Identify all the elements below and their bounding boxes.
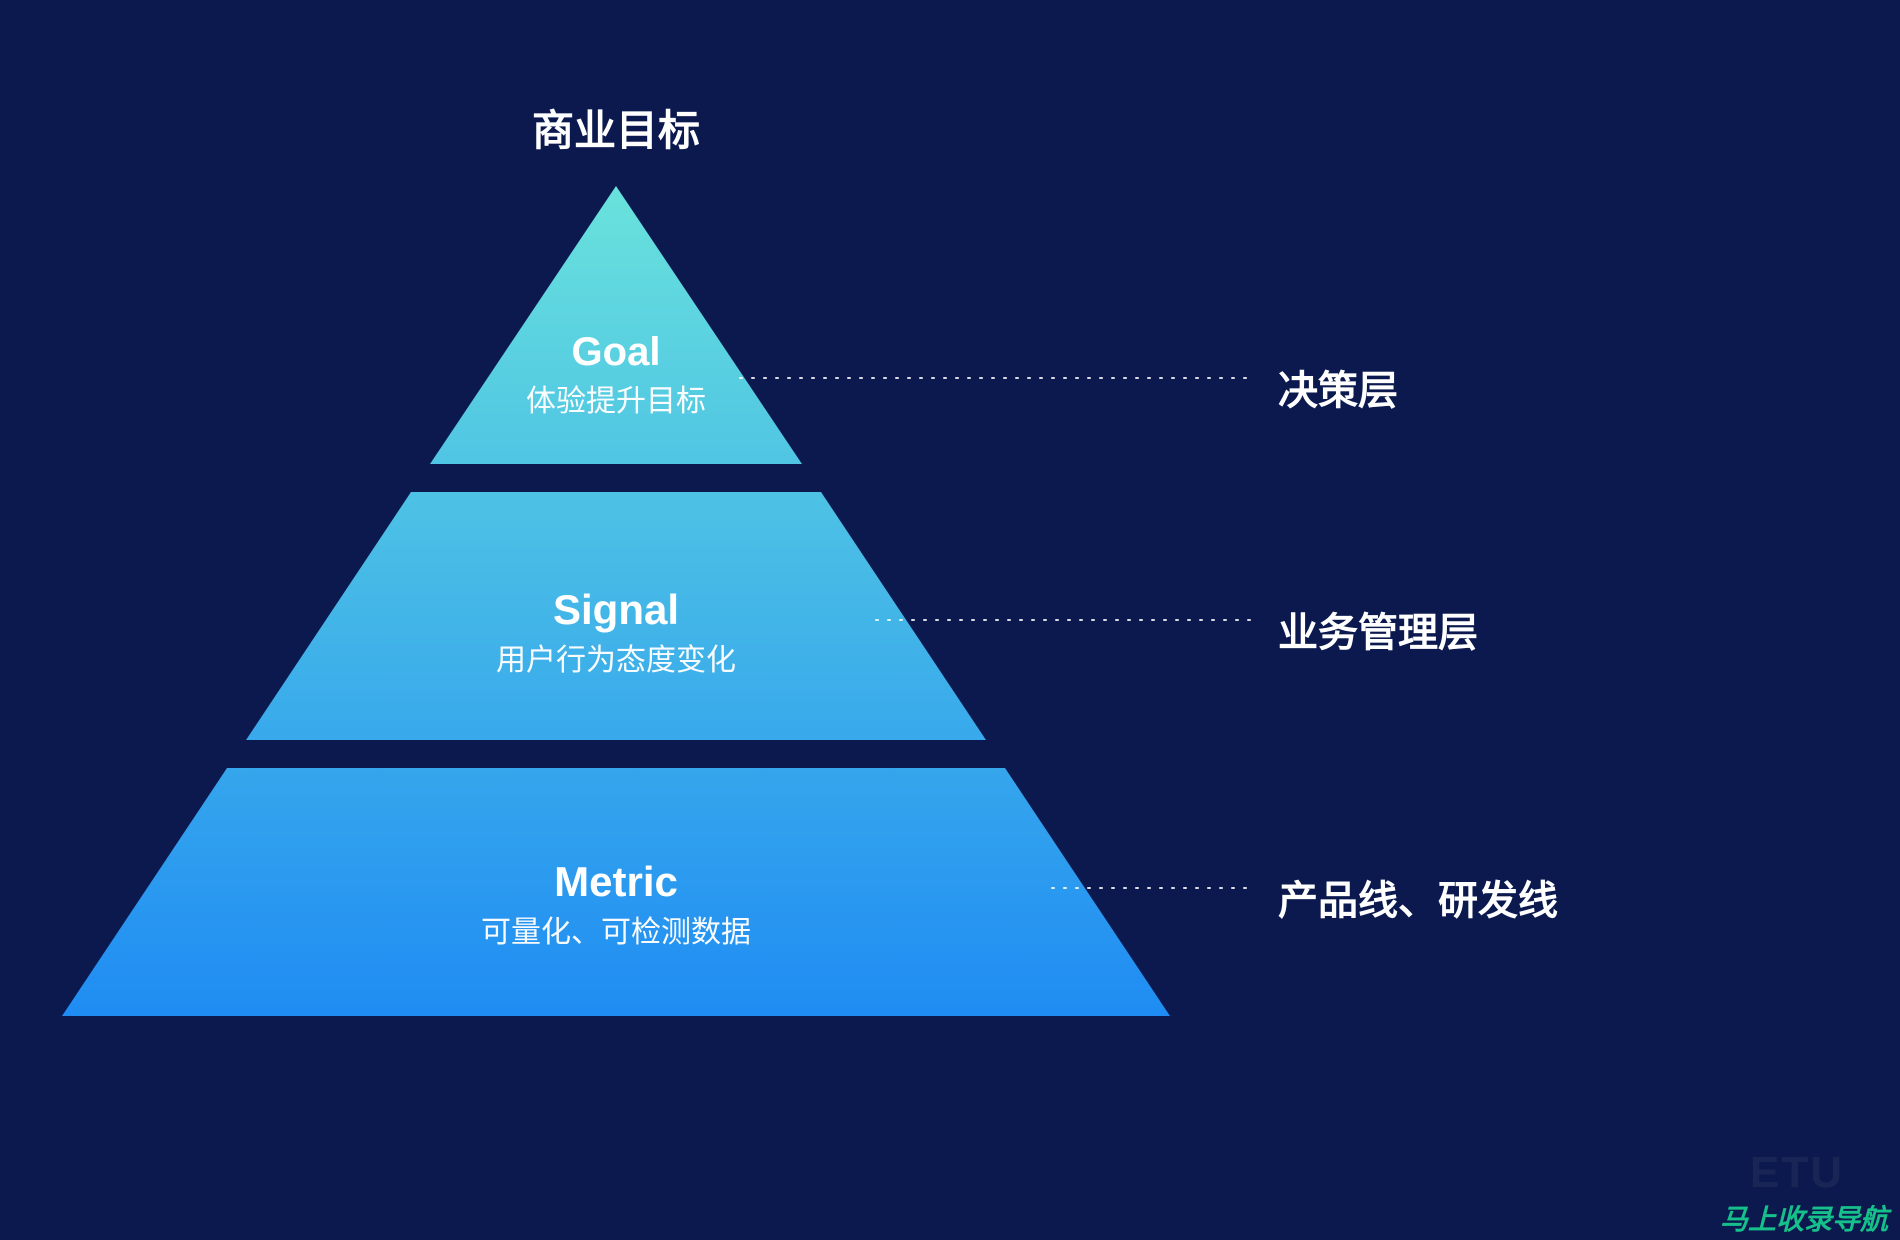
watermark-logo: ETU — [1750, 1148, 1844, 1198]
right-label-signal: 业务管理层 — [1278, 600, 1478, 658]
diagram-stage — [0, 0, 1900, 1240]
right-label-goal: 决策层 — [1278, 358, 1398, 416]
tier-metric-en: Metric — [316, 857, 916, 907]
tier-goal-en: Goal — [316, 328, 916, 376]
tier-goal-zh: 体验提升目标 — [316, 382, 916, 422]
watermark-caption: 马上收录导航 — [1720, 1198, 1888, 1238]
tier-signal-en: Signal — [316, 585, 916, 635]
right-label-metric: 产品线、研发线 — [1278, 868, 1558, 926]
pyramid-tier-goal — [430, 186, 802, 464]
page-title: 商业目标 — [416, 97, 816, 158]
tier-metric-label: Metric 可量化、可检测数据 — [316, 857, 916, 953]
tier-signal-label: Signal 用户行为态度变化 — [316, 585, 916, 681]
pyramid-svg — [0, 0, 1900, 1240]
tier-goal-label: Goal 体验提升目标 — [316, 328, 916, 422]
tier-signal-zh: 用户行为态度变化 — [316, 641, 916, 681]
tier-metric-zh: 可量化、可检测数据 — [316, 913, 916, 953]
